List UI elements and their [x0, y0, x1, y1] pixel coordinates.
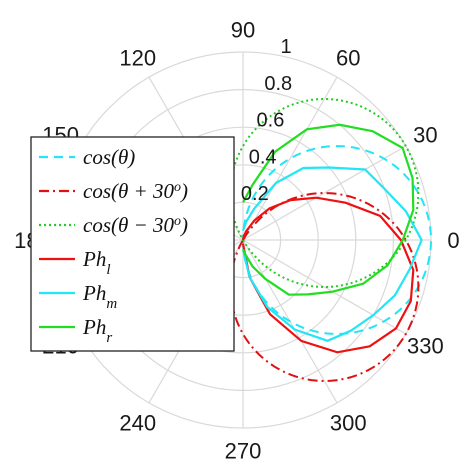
legend-label-cosp: cos(θ + 30o)	[83, 179, 188, 203]
angle-tick-60: 60	[336, 46, 360, 71]
angle-tick-270: 270	[225, 439, 262, 464]
legend-box	[30, 136, 235, 352]
angular-grid-line-330	[242, 239, 407, 335]
curve-cos0	[242, 145, 433, 335]
angular-grid-line-30	[242, 145, 407, 241]
legend-label-phr: Phr	[82, 315, 112, 346]
angle-tick-240: 240	[119, 410, 156, 435]
angle-tick-300: 300	[330, 410, 367, 435]
radial-tick-0.4: 0.4	[249, 146, 277, 168]
angle-tick-330: 330	[407, 333, 444, 358]
curve-phm	[241, 166, 423, 342]
angle-tick-120: 120	[119, 46, 156, 71]
angle-tick-0: 0	[447, 228, 459, 253]
curve-cosp	[229, 191, 420, 383]
radial-tick-labels: 0.2 0.4 0.6 0.8 1	[241, 36, 292, 205]
legend-label-phm: Phm	[82, 281, 117, 312]
legend-label-cos0: cos(θ)	[83, 145, 135, 169]
radial-tick-1: 1	[281, 36, 292, 58]
radial-tick-0.2: 0.2	[241, 183, 269, 205]
curve-cosm	[229, 97, 420, 289]
radial-tick-0.6: 0.6	[257, 110, 285, 132]
angle-tick-30: 30	[413, 123, 437, 148]
angular-grid-line-60	[242, 76, 338, 241]
curve-phl	[241, 196, 415, 354]
polar-curves	[229, 97, 433, 383]
radial-tick-0.8: 0.8	[264, 73, 292, 95]
legend-label-phl: Phl	[82, 247, 111, 278]
legend-label-cosm: cos(θ − 30o)	[83, 213, 188, 237]
angle-tick-90: 90	[231, 17, 255, 42]
curve-phr	[242, 123, 415, 296]
